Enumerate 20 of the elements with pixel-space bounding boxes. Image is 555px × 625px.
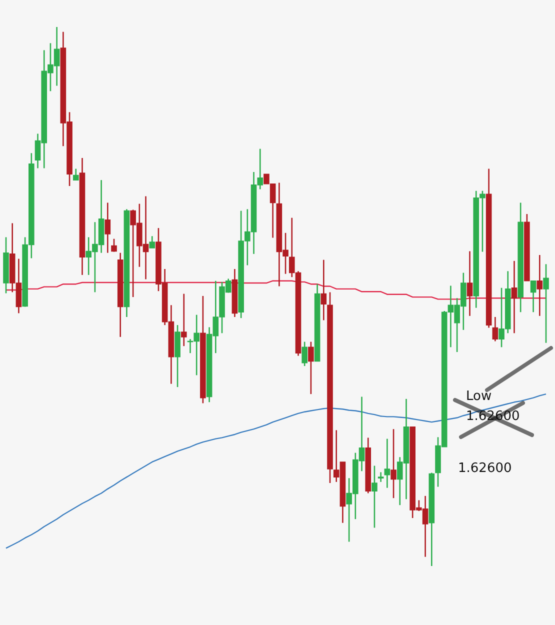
annotation: Low [466, 389, 492, 404]
candlestick [149, 235, 156, 249]
candlestick [466, 250, 473, 317]
candlestick [492, 316, 498, 342]
candlestick [378, 472, 384, 483]
candlestick [72, 168, 79, 181]
candlestick [543, 264, 549, 344]
candlestick [536, 254, 543, 317]
candlestick [308, 341, 314, 395]
candlestick [511, 260, 518, 334]
annotation: 1.62600 [458, 461, 512, 476]
candlestick [302, 341, 308, 367]
candlestick [180, 293, 187, 347]
candlestick [111, 238, 117, 252]
candlestick [390, 428, 396, 499]
candlestick [372, 465, 378, 528]
candlestick [530, 280, 536, 313]
candlestick [104, 202, 111, 254]
candlestick [320, 259, 327, 321]
candlestick [384, 438, 390, 488]
